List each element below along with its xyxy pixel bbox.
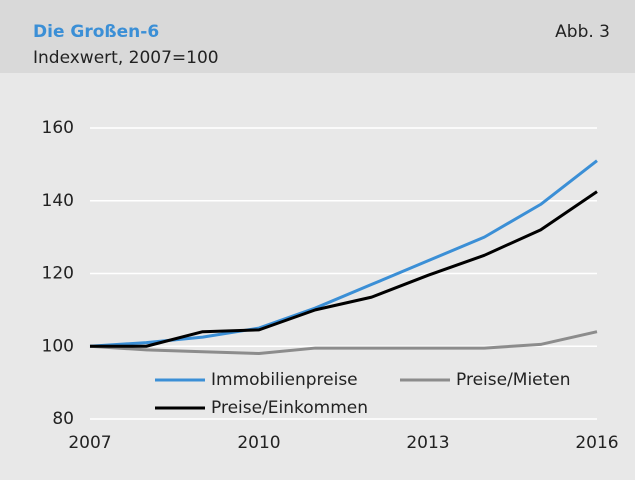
legend-label: Immobilienpreise xyxy=(211,370,358,390)
x-tick-label: 2016 xyxy=(575,433,618,453)
line-series xyxy=(90,190,598,348)
y-tick-label: 140 xyxy=(42,191,74,211)
y-tick-label: 100 xyxy=(42,336,74,356)
header-band xyxy=(0,0,635,73)
chart-title: Die Großen-6 xyxy=(33,22,159,42)
chart-subtitle: Indexwert, 2007=100 xyxy=(33,48,219,68)
annotation: Abb. 3 xyxy=(555,22,610,42)
legend-label: Preise/Mieten xyxy=(456,370,571,390)
y-tick-label: 160 xyxy=(42,118,74,138)
line-series xyxy=(89,330,598,356)
x-tick-label: 2013 xyxy=(406,433,449,453)
x-tick-label: 2010 xyxy=(237,433,280,453)
x-tick-label: 2007 xyxy=(68,433,111,453)
y-tick-label: 80 xyxy=(52,409,74,429)
y-tick-label: 120 xyxy=(42,264,74,284)
legend-label: Preise/Einkommen xyxy=(211,398,368,418)
